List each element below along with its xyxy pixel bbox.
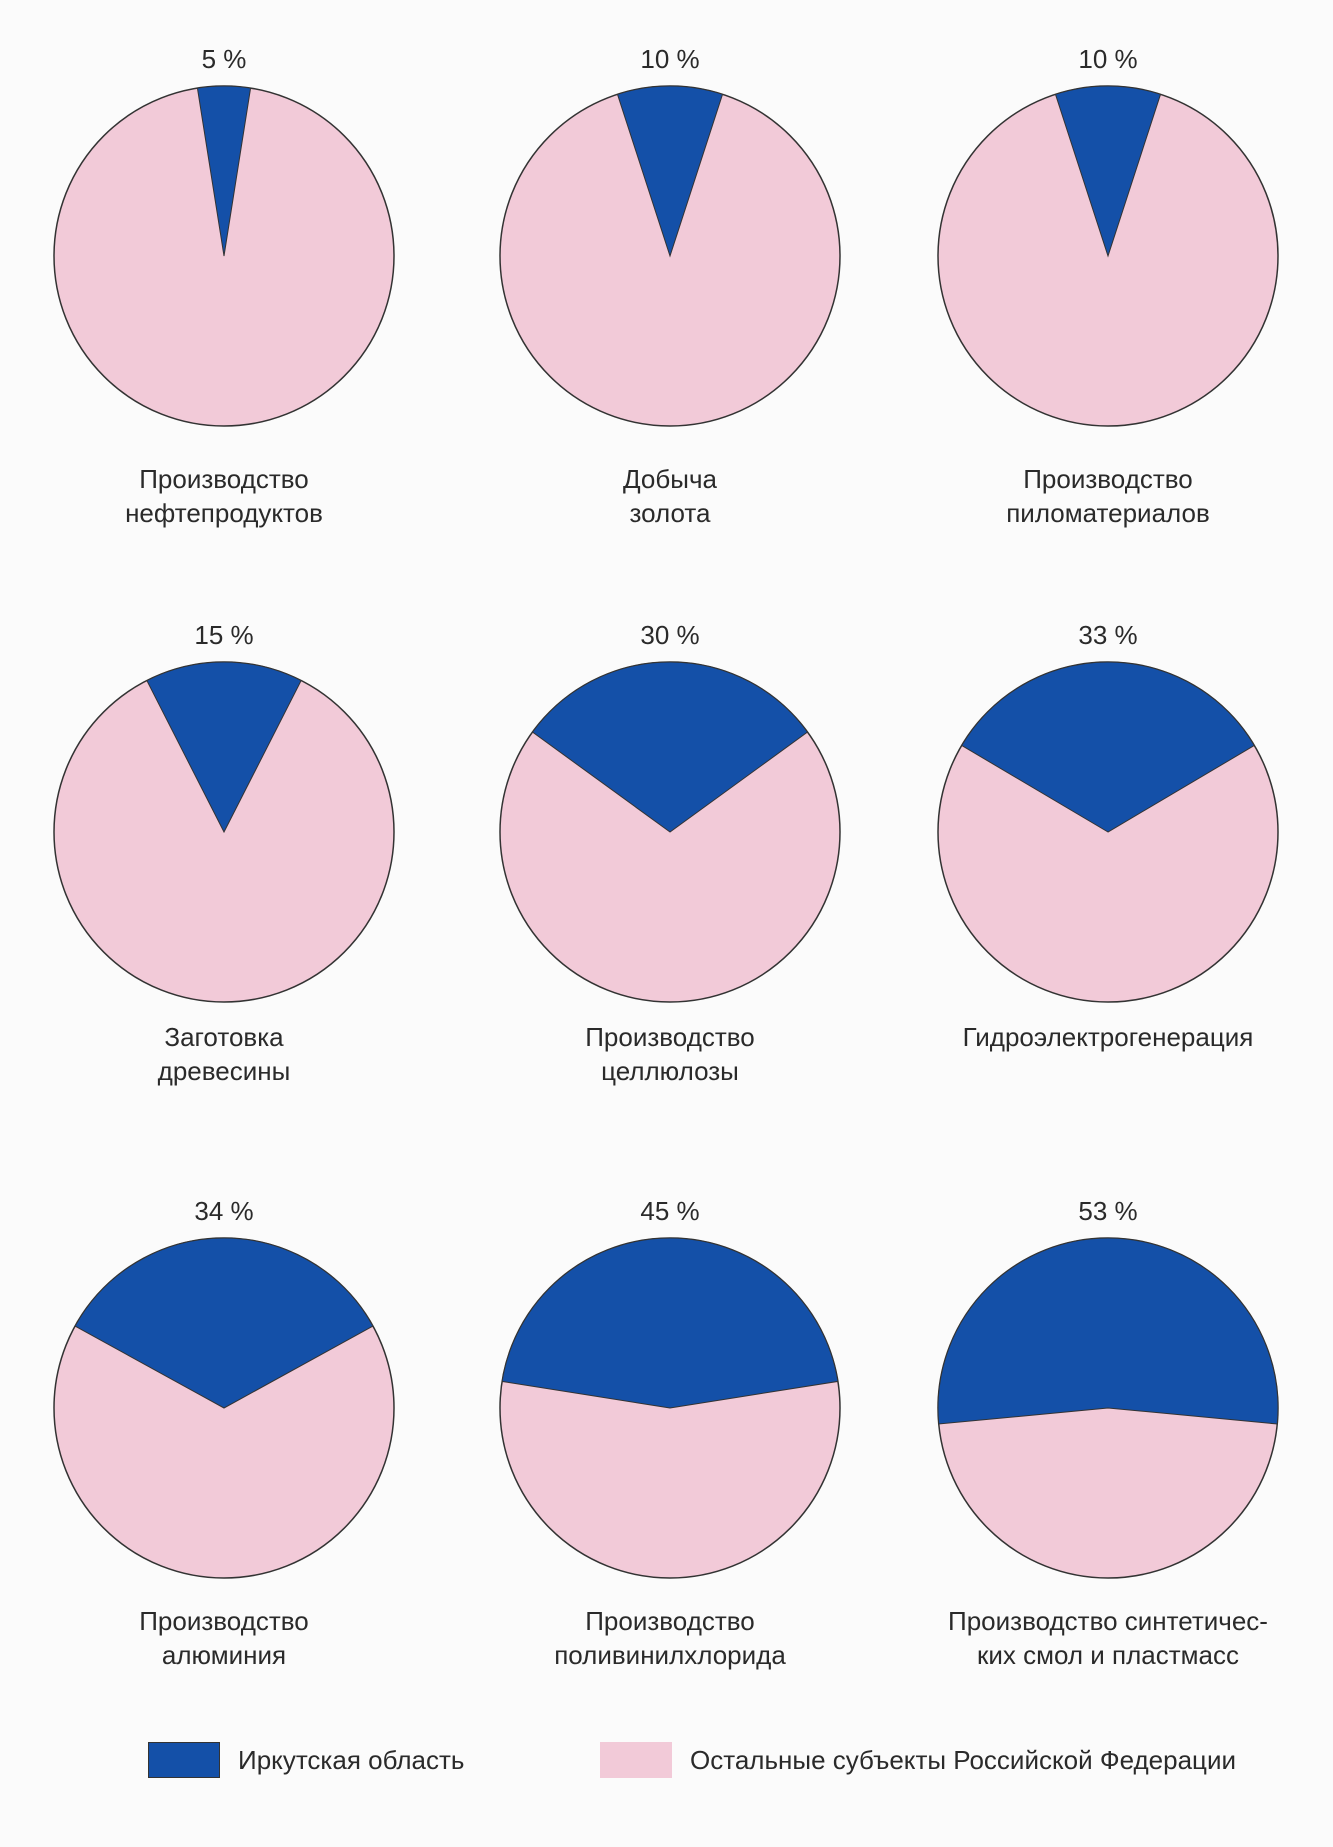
pie-caption: Гидроэлектрогенерация xyxy=(962,1022,1254,1052)
pie-caption: Производство целлюлозы xyxy=(585,1022,755,1086)
legend: Иркутская область Остальные субъекты Рос… xyxy=(0,1740,1333,1800)
pie-svg xyxy=(499,85,841,427)
pie-percent-label: 5 % xyxy=(201,44,247,74)
pie-chart: 10 % Добыча золота xyxy=(450,44,890,564)
pie-percent-label: 10 % xyxy=(1078,44,1138,74)
pie-svg xyxy=(53,1237,395,1579)
legend-swatch-rest xyxy=(600,1742,672,1778)
pie-percent-label: 45 % xyxy=(640,1196,700,1226)
pie-slice-irkutsk xyxy=(1054,85,1162,258)
pie-chart: 30 % Производство целлюлозы xyxy=(450,620,890,1140)
pie-caption: Заготовка древесины xyxy=(157,1022,291,1086)
pie-slice-irkutsk xyxy=(74,1237,374,1409)
pie-chart: 15 % Заготовка древесины xyxy=(4,620,444,1140)
pie-slice-irkutsk xyxy=(196,85,252,257)
pie-percent-label: 53 % xyxy=(1078,1196,1138,1226)
pie-caption: Производство поливинилхлорида xyxy=(554,1606,786,1670)
pie-svg xyxy=(937,1237,1279,1579)
pie-chart: 53 % Производство синтетичес- ких смол и … xyxy=(888,1196,1328,1716)
pie-svg xyxy=(499,661,841,1003)
legend-item-irkutsk: Иркутская область xyxy=(148,1740,464,1780)
pie-percent-label: 15 % xyxy=(194,620,254,650)
pie-slice-irkutsk xyxy=(937,1237,1279,1425)
legend-item-rest: Остальные субъекты Российской Федерации xyxy=(600,1740,1236,1780)
pie-slice-irkutsk xyxy=(531,661,809,833)
pie-svg xyxy=(937,85,1279,427)
pie-caption: Добыча золота xyxy=(623,464,717,528)
legend-label-irkutsk: Иркутская область xyxy=(238,1744,465,1775)
pie-chart: 33 % Гидроэлектрогенерация xyxy=(888,620,1328,1140)
pie-percent-label: 10 % xyxy=(640,44,700,74)
legend-swatch-irkutsk xyxy=(148,1742,220,1778)
pie-svg xyxy=(53,85,395,427)
pie-chart-grid: 5 % Производство нефтепродуктов 10 % Добыча… xyxy=(4,44,1328,1670)
pie-percent-label: 33 % xyxy=(1078,620,1138,650)
pie-slice-irkutsk xyxy=(616,85,724,258)
pie-caption: Производство нефтепродуктов xyxy=(125,464,323,528)
pie-svg xyxy=(499,1237,841,1579)
pie-caption: Производство алюминия xyxy=(139,1606,309,1670)
pie-svg xyxy=(937,661,1279,1003)
pie-caption: Производство синтетичес- ких смол и плас… xyxy=(948,1606,1268,1670)
pie-percent-label: 30 % xyxy=(640,620,700,650)
pie-chart: 5 % Производство нефтепродуктов xyxy=(4,44,444,564)
pie-slice-irkutsk xyxy=(501,1237,839,1409)
pie-chart: 45 % Производство поливинилхлорида xyxy=(450,1196,890,1716)
legend-label-rest: Остальные субъекты Российской Федерации xyxy=(690,1744,1236,1775)
pie-percent-label: 34 % xyxy=(194,1196,254,1226)
pie-slice-irkutsk xyxy=(146,661,302,834)
pie-slice-irkutsk xyxy=(960,661,1256,833)
pie-chart: 10 % Производство пиломатериалов xyxy=(888,44,1328,564)
pie-chart: 34 % Производство алюминия xyxy=(4,1196,444,1716)
pie-svg xyxy=(53,661,395,1003)
pie-caption: Производство пиломатериалов xyxy=(1006,464,1210,528)
